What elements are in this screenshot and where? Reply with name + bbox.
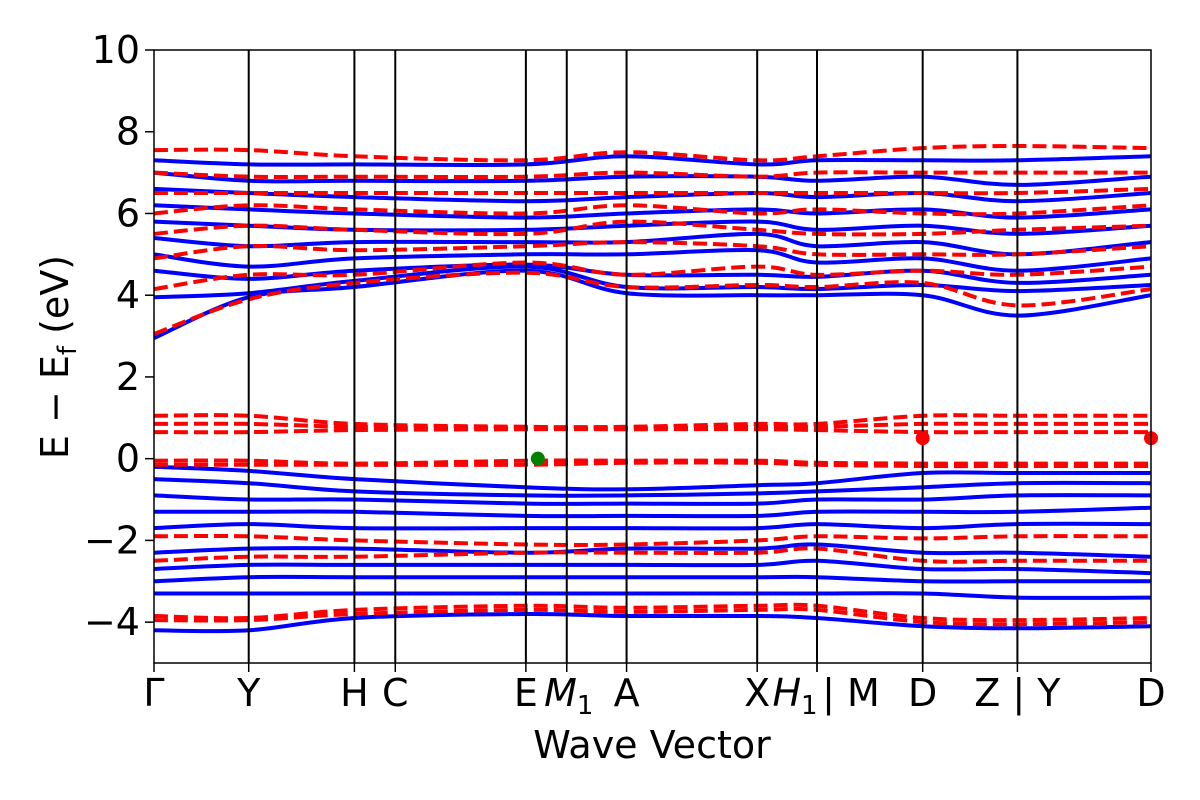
red-dashed-band-1 [153, 260, 1152, 292]
red-dashed-band-15 [153, 602, 1152, 623]
x-tick-label-5: M1 [544, 671, 593, 721]
blue-band-8 [153, 170, 1152, 187]
x-tick-label-11: Z | Y [974, 671, 1061, 716]
red-dashed-band-6 [153, 170, 1151, 180]
blue-band-13 [154, 505, 1152, 519]
x-tick-label-main-9: | M [822, 671, 880, 716]
y-axis-ticks: −4 −2 0 2 4 6 8 10 [84, 28, 154, 644]
plot-frame [153, 49, 1152, 664]
y-tick-label-4: 4 [116, 273, 140, 317]
x-tick-label-main-8: H [772, 671, 801, 715]
x-tick-label-2: H [340, 671, 369, 715]
blue-band-19 [153, 611, 1152, 634]
x-tick-label-sub-8: 1 [801, 691, 818, 721]
red-dashed-band-14 [153, 546, 1151, 564]
blue-band-17 [153, 574, 1151, 584]
blue-band-10 [153, 464, 1151, 492]
red-dashed-band-3 [153, 219, 1152, 237]
blue-band-11 [153, 477, 1152, 498]
x-tick-label-main-7: X [744, 671, 770, 715]
blue-band-4 [153, 231, 1152, 257]
y-tick-label-2: 0 [116, 437, 140, 481]
y-tick-label-7: 10 [92, 28, 140, 72]
x-tick-label-10: D [908, 671, 937, 715]
x-tick-label-main-10: D [908, 671, 937, 715]
red-dashed-band-7 [153, 144, 1152, 163]
blue-band-7 [153, 186, 1152, 204]
x-tick-label-3: C [382, 671, 409, 715]
blue-band-9 [153, 154, 1152, 168]
y-tick-label-1: −2 [84, 518, 140, 562]
x-tick-label-sub-5: 1 [577, 691, 594, 721]
x-tick-label-main-3: C [382, 671, 409, 715]
y-tick-label-0: −4 [84, 600, 140, 644]
blue-band-18 [153, 591, 1152, 600]
x-tick-label-main-0: Γ [143, 671, 164, 715]
x-tick-label-6: A [614, 671, 640, 715]
red-dashed-band-5 [154, 186, 1152, 196]
red-dashed-band-10 [153, 427, 1151, 435]
markers-layer [530, 431, 1158, 466]
y-axis-title-main: E − E [33, 355, 77, 459]
red-dashed-band-12 [154, 460, 1151, 469]
x-tick-label-12: D [1136, 671, 1165, 715]
y-axis-title-unit: (eV) [33, 255, 77, 346]
x-tick-label-main-11: Z | Y [974, 671, 1061, 716]
x-axis-title: Wave Vector [533, 723, 771, 767]
marker-0 [530, 451, 545, 466]
blue-band-15 [153, 542, 1152, 559]
red-dashed-band-13 [153, 533, 1152, 548]
red-dashed-band-0 [153, 270, 1152, 336]
blue-band-3 [153, 247, 1152, 273]
x-tick-label-main-1: Y [236, 671, 261, 715]
blue-band-16 [153, 558, 1152, 576]
x-tick-label-8: H1 [772, 671, 817, 721]
x-tick-label-7: X [744, 671, 770, 715]
x-tick-label-main-4: E [514, 671, 538, 715]
blue-band-5 [153, 219, 1152, 236]
y-tick-label-3: 2 [116, 355, 140, 399]
blue-band-14 [153, 521, 1152, 531]
blue-band-1 [153, 264, 1152, 300]
x-tick-label-main-12: D [1136, 671, 1165, 715]
x-tick-label-1: Y [236, 671, 261, 715]
red-dashed-band-16 [153, 606, 1152, 627]
y-axis-title: E − Ef (eV) [33, 255, 83, 459]
y-tick-label-5: 6 [116, 191, 140, 235]
marker-1 [915, 431, 930, 446]
x-tick-label-main-5: M [544, 671, 577, 715]
blue-band-12 [153, 493, 1152, 506]
x-tick-label-4: E [514, 671, 538, 715]
bands-layer [153, 144, 1152, 634]
x-tick-label-main-6: A [614, 671, 640, 715]
y-axis-title-sub: f [53, 345, 83, 355]
y-tick-label-6: 8 [116, 110, 140, 154]
x-tick-label-0: Γ [143, 671, 164, 715]
x-tick-label-9: | M [822, 671, 880, 716]
x-tick-label-main-2: H [340, 671, 369, 715]
red-dashed-band-9 [153, 421, 1151, 431]
high-symmetry-lines [247, 50, 1019, 663]
